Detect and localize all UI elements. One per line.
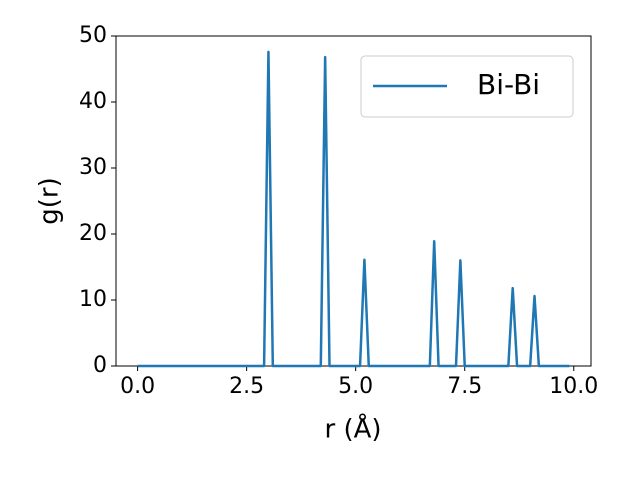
y-tick-label: 50 xyxy=(79,23,107,48)
legend-box xyxy=(360,55,574,118)
legend-label: Bi-Bi xyxy=(477,68,540,101)
x-tick-label: 10.0 xyxy=(549,374,598,399)
x-tick-label: 2.5 xyxy=(229,374,264,399)
y-tick-label: 20 xyxy=(79,221,107,246)
y-tick-label: 30 xyxy=(79,155,107,180)
y-tick-label: 0 xyxy=(93,353,107,378)
x-tick-label: 5.0 xyxy=(338,374,373,399)
x-tick-label: 7.5 xyxy=(447,374,482,399)
y-axis-label: g(r) xyxy=(35,177,65,224)
line xyxy=(137,50,570,368)
y-tick-label: 40 xyxy=(79,89,107,114)
x-tick-label: 0.0 xyxy=(120,374,155,399)
y-tick-label: 10 xyxy=(79,287,107,312)
x-axis-label: r (Å) xyxy=(324,413,381,445)
